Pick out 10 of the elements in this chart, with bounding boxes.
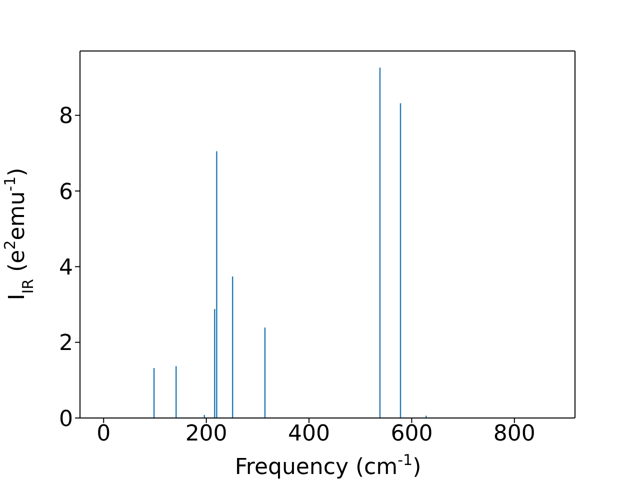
y-tick-label: 4 bbox=[59, 255, 73, 280]
y-tick-label: 2 bbox=[59, 331, 73, 356]
x-tick-label: 200 bbox=[185, 422, 228, 447]
x-tick-label: 800 bbox=[493, 422, 536, 447]
y-tick-label: 8 bbox=[59, 104, 73, 130]
x-axis-title: Frequency (cm$^{-1}$) bbox=[234, 451, 422, 480]
x-tick-label: 0 bbox=[96, 422, 111, 447]
x-tick-label: 600 bbox=[390, 422, 433, 447]
y-tick-label: 6 bbox=[59, 180, 73, 205]
x-tick-label: 400 bbox=[288, 422, 330, 447]
